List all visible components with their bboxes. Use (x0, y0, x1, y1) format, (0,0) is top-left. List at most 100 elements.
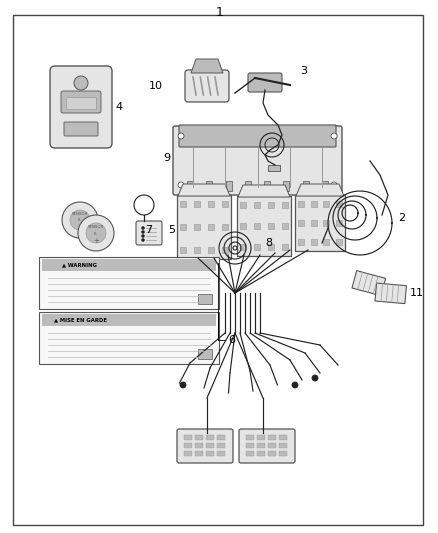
Bar (268, 223, 274, 229)
Bar (254, 244, 260, 250)
Circle shape (86, 223, 106, 243)
Bar (282, 244, 288, 250)
Bar (268, 443, 276, 448)
Bar (206, 181, 212, 191)
Bar (311, 201, 317, 207)
Bar (323, 201, 329, 207)
Circle shape (292, 382, 298, 388)
Text: 6: 6 (228, 335, 235, 345)
Bar (184, 435, 192, 440)
Circle shape (78, 215, 114, 251)
Bar (245, 181, 251, 191)
Bar (279, 443, 287, 448)
Bar (194, 247, 200, 253)
Bar (208, 224, 214, 230)
Bar (222, 224, 228, 230)
Bar (222, 201, 228, 207)
Bar (195, 443, 203, 448)
Bar (180, 224, 186, 230)
FancyBboxPatch shape (179, 125, 336, 147)
Bar (240, 223, 246, 229)
Bar (254, 202, 260, 208)
Bar (268, 451, 276, 456)
Bar (194, 201, 200, 207)
Polygon shape (191, 59, 223, 73)
Text: 4: 4 (115, 102, 122, 112)
Bar (206, 451, 214, 456)
Bar (42, 259, 216, 271)
Text: 2: 2 (398, 213, 405, 223)
Bar (264, 181, 270, 191)
Bar (268, 202, 274, 208)
FancyBboxPatch shape (177, 429, 233, 463)
Polygon shape (178, 184, 230, 196)
Polygon shape (375, 283, 406, 304)
Bar (206, 443, 214, 448)
Text: PL: PL (78, 218, 82, 222)
Circle shape (141, 238, 145, 241)
Bar (198, 349, 212, 359)
FancyBboxPatch shape (13, 15, 423, 525)
FancyBboxPatch shape (39, 312, 219, 364)
Bar (298, 239, 304, 245)
Bar (42, 314, 216, 326)
Bar (195, 435, 203, 440)
Bar (240, 202, 246, 208)
Circle shape (74, 76, 88, 90)
Bar (254, 223, 260, 229)
Bar (194, 224, 200, 230)
Bar (336, 239, 342, 245)
Text: 10: 10 (149, 81, 163, 91)
Circle shape (178, 182, 184, 188)
FancyBboxPatch shape (64, 122, 98, 136)
FancyBboxPatch shape (237, 196, 291, 256)
FancyBboxPatch shape (66, 97, 96, 109)
Text: 5: 5 (168, 225, 175, 235)
Bar (217, 435, 225, 440)
Circle shape (331, 133, 337, 139)
Bar (303, 181, 309, 191)
Circle shape (141, 230, 145, 233)
Bar (323, 239, 329, 245)
Bar (323, 220, 329, 226)
FancyBboxPatch shape (173, 126, 342, 195)
Bar (282, 223, 288, 229)
Bar (180, 247, 186, 253)
Bar (208, 247, 214, 253)
Bar (298, 220, 304, 226)
Text: 8: 8 (265, 238, 272, 248)
Text: 1: 1 (216, 6, 224, 20)
Text: 9: 9 (163, 153, 170, 163)
Polygon shape (352, 271, 385, 296)
Bar (268, 165, 280, 171)
Text: SENSOR: SENSOR (88, 225, 104, 229)
Text: ▲ MISE EN GARDE: ▲ MISE EN GARDE (53, 318, 106, 322)
Bar (206, 435, 214, 440)
Bar (279, 451, 287, 456)
Bar (198, 294, 212, 304)
Circle shape (141, 235, 145, 238)
Bar (217, 443, 225, 448)
Bar (336, 220, 342, 226)
Bar (311, 239, 317, 245)
Text: SENSOR: SENSOR (72, 212, 88, 216)
Text: ▲ WARNING: ▲ WARNING (63, 262, 98, 268)
Bar (195, 451, 203, 456)
Circle shape (180, 382, 186, 388)
Bar (257, 435, 265, 440)
Bar (246, 435, 254, 440)
FancyBboxPatch shape (50, 66, 112, 148)
Circle shape (141, 227, 145, 230)
FancyBboxPatch shape (39, 257, 219, 309)
Bar (322, 181, 328, 191)
FancyBboxPatch shape (239, 429, 295, 463)
FancyBboxPatch shape (177, 195, 231, 259)
FancyBboxPatch shape (136, 221, 162, 245)
Bar (336, 201, 342, 207)
Bar (246, 443, 254, 448)
Text: PL: PL (94, 232, 98, 236)
Bar (257, 443, 265, 448)
Bar (226, 181, 232, 191)
Bar (246, 451, 254, 456)
Bar (184, 451, 192, 456)
